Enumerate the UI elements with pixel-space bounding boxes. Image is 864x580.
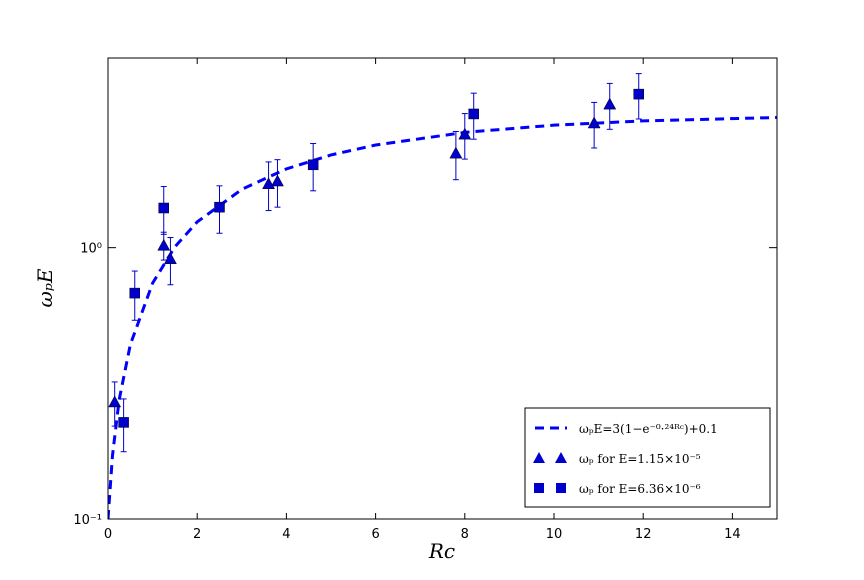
legend-label: ωₚ for E=6.36×10⁻⁶ [579, 482, 701, 496]
marker-square [633, 88, 644, 100]
marker-square [158, 202, 169, 214]
legend-label: ωₚ for E=1.15×10⁻⁵ [579, 452, 701, 466]
marker-triangle [108, 395, 122, 408]
marker-square [214, 201, 225, 213]
marker-square [129, 287, 141, 299]
y-axis-label: ωₚE [33, 268, 57, 307]
legend-marker [556, 483, 566, 493]
y-tick-label: 10⁻¹ [73, 513, 102, 528]
x-tick-label: 14 [724, 527, 741, 542]
marker-triangle [603, 97, 617, 110]
x-tick-label: 4 [282, 527, 290, 542]
marker-triangle [458, 127, 472, 140]
x-tick-label: 12 [635, 527, 652, 542]
marker-triangle [449, 146, 463, 159]
legend-marker [555, 452, 567, 463]
legend-marker [534, 483, 544, 493]
marker-triangle [164, 252, 177, 265]
x-tick-label: 0 [104, 527, 112, 542]
x-tick-label: 6 [371, 527, 379, 542]
y-tick-label: 10⁰ [80, 242, 102, 257]
x-axis-label: Rc [428, 539, 455, 563]
marker-square [307, 159, 319, 171]
marker-square [118, 417, 129, 428]
legend-marker [533, 452, 545, 463]
marker-triangle [271, 174, 284, 187]
fit-line [108, 115, 777, 519]
marker-triangle [587, 116, 601, 129]
x-tick-label: 2 [193, 527, 201, 542]
x-tick-label: 10 [546, 527, 563, 542]
marker-triangle [157, 238, 171, 251]
x-tick-label: 8 [461, 527, 469, 542]
marker-square [468, 108, 479, 120]
plot-frame [107, 57, 778, 520]
legend-label: ωₚE=3(1−e⁻⁰·²⁴ᴿᶜ)+0.1 [579, 422, 718, 436]
